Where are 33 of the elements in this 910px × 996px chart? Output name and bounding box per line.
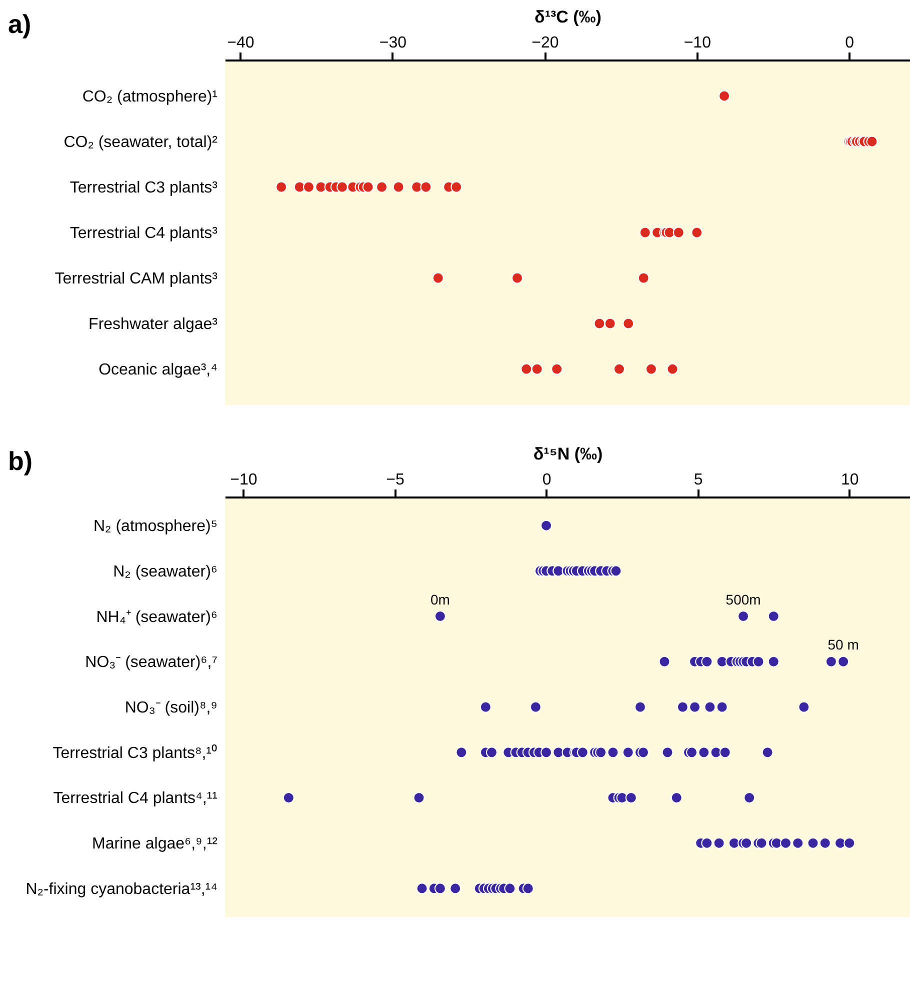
y-tick-label: Oceanic algae³,⁴ (98, 362, 218, 379)
x-tick-label: −10 (230, 472, 258, 488)
y-tick-label: N₂-fixing cyanobacteria¹³,¹⁴ (26, 880, 218, 898)
y-tick-label: NO₃⁻ (soil)⁸,⁹ (124, 700, 218, 716)
y-tick-label: N₂ (seawater)⁶ (113, 563, 218, 580)
x-axis-title: δ¹⁵N (‰) (533, 444, 603, 464)
y-tick-label: Freshwater algae³ (88, 316, 218, 334)
y-tick-label: CO₂ (atmosphere)¹ (82, 88, 218, 106)
y-tick-label: N₂ (atmosphere)⁵ (94, 518, 218, 536)
x-tick-label: 0 (845, 34, 854, 52)
x-tick-label: −30 (379, 34, 407, 52)
chart-title: b) (8, 446, 33, 476)
x-tick-label: −5 (386, 472, 404, 488)
y-tick-label: CO₂ (seawater, total)² (64, 134, 218, 151)
x-tick-label: 10 (840, 472, 859, 488)
y-tick-label: Terrestrial CAM plants³ (54, 270, 218, 288)
x-axis-title: δ¹³C (‰) (534, 8, 602, 26)
x-tick-label: 0 (542, 472, 552, 488)
annotation: 500m (726, 591, 761, 608)
annotation: 0m (430, 591, 450, 608)
y-tick-label: Marine algae⁶,⁹,¹² (92, 836, 218, 853)
y-tick-label: NO₃⁻ (seawater)⁶,⁷ (85, 654, 218, 672)
y-tick-label: NH₄⁺ (seawater)⁶ (96, 608, 218, 626)
x-tick-label: −20 (532, 34, 559, 52)
y-tick-label: Terrestrial C4 plants⁴,¹¹ (53, 790, 218, 808)
x-tick-label: −40 (227, 34, 254, 52)
x-tick-label: −10 (684, 34, 712, 52)
y-tick-label: Terrestrial C3 plants³ (70, 179, 218, 196)
x-tick-label: 5 (694, 472, 703, 488)
y-tick-label: Terrestrial C4 plants³ (70, 225, 218, 242)
y-tick-label: Terrestrial C3 plants⁸,¹⁰ (52, 744, 218, 762)
annotation: 50 m (828, 636, 859, 653)
chart-title: a) (8, 9, 32, 39)
